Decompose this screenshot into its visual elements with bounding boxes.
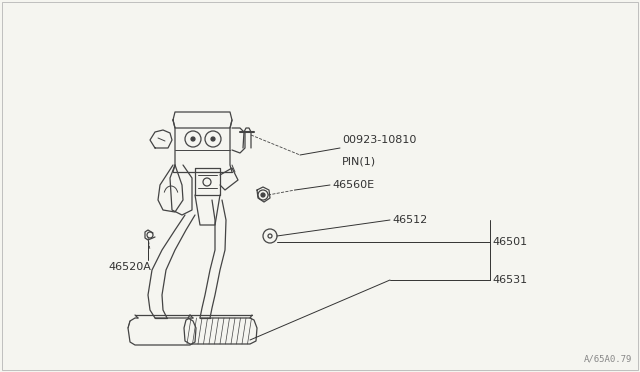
Text: PIN(1): PIN(1) <box>342 156 376 166</box>
Text: 46512: 46512 <box>392 215 428 225</box>
Text: 46501: 46501 <box>492 237 527 247</box>
Text: 46560E: 46560E <box>332 180 374 190</box>
Text: 46531: 46531 <box>492 275 527 285</box>
Text: A/65A0.79: A/65A0.79 <box>584 355 632 364</box>
Circle shape <box>261 193 265 197</box>
Text: 46520A: 46520A <box>109 262 152 272</box>
Text: 00923-10810: 00923-10810 <box>342 135 417 145</box>
Circle shape <box>191 137 195 141</box>
Circle shape <box>211 137 215 141</box>
